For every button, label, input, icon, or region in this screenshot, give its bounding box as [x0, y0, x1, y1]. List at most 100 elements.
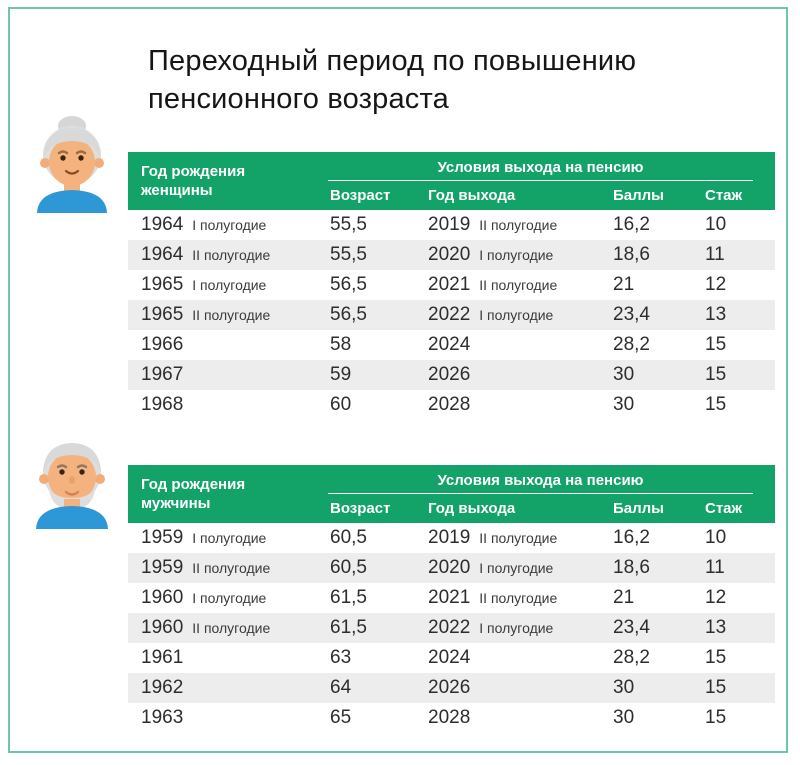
table-row: 1965 I полугодие 56,5 2021 II полугодие 21…	[128, 270, 775, 300]
table-row: 1968 60 2028 30 15	[128, 390, 775, 420]
points-cell: 18,6	[613, 557, 650, 578]
col-seniority: Стаж	[705, 500, 743, 517]
exit-cell: 2028	[428, 394, 471, 415]
birth-cell: 1967	[141, 364, 184, 385]
table-row: 1960 I полугодие 61,5 2021 II полугодие 21…	[128, 583, 775, 613]
exit-cell: 2026	[428, 364, 471, 385]
elderly-woman-icon	[31, 113, 113, 213]
men-table-header: Год рождения мужчины Условия выхода на п…	[128, 465, 775, 523]
table-row: 1962 64 2026 30 15	[128, 673, 775, 703]
seniority-cell: 15	[705, 647, 727, 668]
table-row: 1966 58 2024 28,2 15	[128, 330, 775, 360]
age-cell: 59	[330, 364, 352, 385]
exit-cell: 2019 II полугодие	[428, 527, 558, 548]
half-year-label: II полугодие	[479, 590, 558, 606]
birth-cell: 1964 I полугодие	[141, 214, 267, 235]
points-cell: 30	[613, 364, 635, 385]
exit-cell: 2020 I полугодие	[428, 244, 554, 265]
points-cell: 16,2	[613, 214, 650, 235]
exit-cell: 2022 I полугодие	[428, 617, 554, 638]
seniority-cell: 11	[705, 244, 725, 265]
points-cell: 23,4	[613, 304, 650, 325]
age-cell: 64	[330, 677, 352, 698]
women-pension-table: Год рождения женщины Условия выхода на п…	[128, 152, 775, 420]
exit-cell: 2019 II полугодие	[428, 214, 558, 235]
table-row: 1963 65 2028 30 15	[128, 703, 775, 733]
birth-cell: 1960 II полугодие	[141, 617, 271, 638]
birth-cell: 1966	[141, 334, 184, 355]
col-seniority: Стаж	[705, 187, 743, 204]
seniority-cell: 15	[705, 707, 727, 728]
age-cell: 60,5	[330, 557, 367, 578]
seniority-cell: 12	[705, 274, 727, 295]
points-cell: 30	[613, 394, 635, 415]
age-cell: 56,5	[330, 274, 367, 295]
age-cell: 63	[330, 647, 352, 668]
half-year-label: II полугодие	[192, 307, 271, 323]
points-cell: 28,2	[613, 647, 650, 668]
men-birth-year-header: Год рождения мужчины	[141, 476, 246, 512]
points-cell: 30	[613, 677, 635, 698]
table-row: 1967 59 2026 30 15	[128, 360, 775, 390]
points-cell: 21	[613, 274, 635, 295]
col-age: Возраст	[330, 500, 391, 517]
col-exit-year: Год выхода	[428, 500, 516, 517]
col-points: Баллы	[613, 187, 664, 204]
title-line-1: Переходный период по повышению	[148, 45, 637, 77]
half-year-label: I полугодие	[192, 590, 267, 606]
birth-cell: 1965 I полугодие	[141, 274, 267, 295]
conditions-header: Условия выхода на пенсию	[328, 152, 753, 181]
exit-cell: 2028	[428, 707, 471, 728]
age-cell: 56,5	[330, 304, 367, 325]
birth-cell: 1964 II полугодие	[141, 244, 271, 265]
birth-cell: 1959 II полугодие	[141, 557, 271, 578]
table-row: 1959 II полугодие 60,5 2020 I полугодие 18…	[128, 553, 775, 583]
half-year-label: II полугодие	[192, 620, 271, 636]
table-row: 1959 I полугодие 60,5 2019 II полугодие 16…	[128, 523, 775, 553]
half-year-label: II полугодие	[479, 277, 558, 293]
title-line-2: пенсионного возраста	[148, 83, 449, 115]
half-year-label: I полугодие	[192, 277, 267, 293]
exit-cell: 2024	[428, 647, 471, 668]
age-cell: 60	[330, 394, 352, 415]
birth-cell: 1961	[141, 647, 184, 668]
col-points: Баллы	[613, 500, 664, 517]
women-table-body: 1964 I полугодие 55,5 2019 II полугодие 16…	[128, 210, 775, 420]
age-cell: 55,5	[330, 244, 367, 265]
birth-cell: 1962	[141, 677, 184, 698]
seniority-cell: 11	[705, 557, 725, 578]
exit-cell: 2020 I полугодие	[428, 557, 554, 578]
seniority-cell: 10	[705, 214, 727, 235]
points-cell: 21	[613, 587, 635, 608]
column-headers: Возраст Год выхода Баллы Стаж	[330, 494, 775, 523]
age-cell: 58	[330, 334, 352, 355]
birth-cell: 1965 II полугодие	[141, 304, 271, 325]
seniority-cell: 10	[705, 527, 727, 548]
half-year-label: I полугодие	[479, 307, 554, 323]
points-cell: 23,4	[613, 617, 650, 638]
exit-cell: 2022 I полугодие	[428, 304, 554, 325]
table-row: 1961 63 2024 28,2 15	[128, 643, 775, 673]
half-year-label: II полугодие	[192, 247, 271, 263]
seniority-cell: 15	[705, 334, 727, 355]
col-age: Возраст	[330, 187, 391, 204]
seniority-cell: 15	[705, 364, 727, 385]
half-year-label: I полугодие	[479, 247, 554, 263]
table-row: 1960 II полугодие 61,5 2022 I полугодие 23…	[128, 613, 775, 643]
age-cell: 65	[330, 707, 352, 728]
points-cell: 16,2	[613, 527, 650, 548]
table-row: 1964 II полугодие 55,5 2020 I полугодие 18…	[128, 240, 775, 270]
half-year-label: I полугодие	[192, 530, 267, 546]
half-year-label: II полугодие	[479, 530, 558, 546]
women-table-header: Год рождения женщины Условия выхода на п…	[128, 152, 775, 210]
seniority-cell: 15	[705, 677, 727, 698]
birth-cell: 1963	[141, 707, 184, 728]
men-table-body: 1959 I полугодие 60,5 2019 II полугодие 16…	[128, 523, 775, 733]
conditions-header: Условия выхода на пенсию	[328, 465, 753, 494]
exit-cell: 2021 II полугодие	[428, 587, 558, 608]
points-cell: 18,6	[613, 244, 650, 265]
seniority-cell: 15	[705, 394, 727, 415]
column-headers: Возраст Год выхода Баллы Стаж	[330, 181, 775, 210]
exit-cell: 2021 II полугодие	[428, 274, 558, 295]
